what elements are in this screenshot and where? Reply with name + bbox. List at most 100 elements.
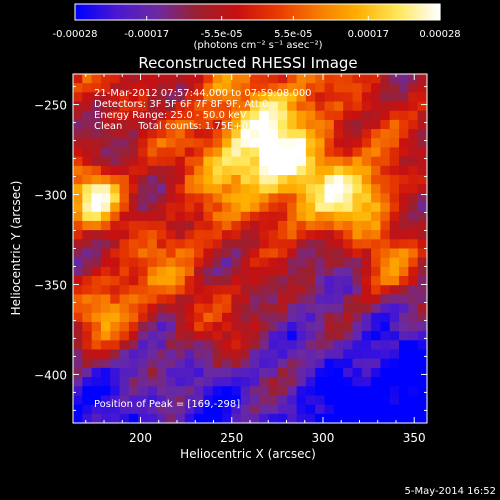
heatmap-cell [100, 257, 111, 268]
heatmap-cell [305, 248, 316, 259]
heatmap-cell [82, 413, 93, 424]
heatmap-cell [389, 386, 400, 396]
heatmap-cell [268, 331, 279, 341]
heatmap-cell [305, 367, 316, 378]
heatmap-cell [110, 193, 121, 204]
heatmap-cell [296, 276, 307, 286]
heatmap-cell [203, 165, 214, 176]
heatmap-cell [371, 413, 381, 424]
heatmap-cell [389, 220, 400, 231]
colorbar-tick-label: -0.00028 [53, 29, 98, 40]
heatmap-cell [259, 386, 270, 396]
heatmap-cell [399, 331, 409, 341]
heatmap-cell [147, 119, 158, 130]
heatmap-cell [399, 386, 409, 396]
heatmap-cell [212, 404, 223, 415]
heatmap-cell [128, 211, 139, 222]
colorbar-tick-label: 5.5e-05 [274, 29, 312, 40]
colorbar-segment [318, 4, 322, 20]
heatmap-cell [231, 83, 242, 93]
colorbar-segment [424, 4, 429, 20]
heatmap-cell [352, 74, 363, 84]
heatmap-cell [240, 276, 251, 286]
heatmap-cell [147, 377, 158, 387]
heatmap-cell [73, 340, 83, 351]
heatmap-cell [287, 377, 298, 387]
heatmap-cell [91, 175, 102, 185]
heatmap-cell [268, 367, 279, 378]
heatmap-cell [277, 404, 288, 415]
heatmap-cell [110, 358, 121, 369]
colorbar-segment [336, 4, 341, 20]
heatmap-cell [184, 386, 195, 396]
heatmap-cell [231, 74, 242, 84]
heatmap-cell [212, 119, 223, 130]
heatmap-cell [240, 349, 251, 360]
heatmap-cell [305, 395, 316, 406]
heatmap-cell [147, 248, 158, 259]
heatmap-cell [128, 303, 139, 314]
y-tick-label: −250 [34, 99, 67, 113]
heatmap-cell [138, 257, 149, 268]
heatmap-cell [296, 202, 307, 213]
heatmap-cell [119, 321, 130, 332]
heatmap-cell [417, 276, 428, 286]
heatmap-cell [91, 340, 102, 351]
heatmap-cell [305, 377, 316, 387]
heatmap-cell [240, 184, 251, 194]
heatmap-cell [212, 248, 223, 259]
heatmap-cell [277, 303, 288, 314]
heatmap-cell [166, 413, 176, 424]
heatmap-cell [194, 321, 204, 332]
heatmap-cell [203, 202, 214, 213]
heatmap-cell [277, 276, 288, 286]
heatmap-cell [175, 239, 186, 249]
heatmap-cell [231, 331, 242, 341]
heatmap-cell [361, 92, 372, 103]
heatmap-cell [268, 156, 279, 167]
heatmap-cell [408, 239, 419, 249]
colorbar-segment [117, 4, 122, 20]
heatmap-cell [371, 156, 381, 167]
colorbar-segment [348, 4, 353, 20]
heatmap-cell [119, 285, 130, 295]
heatmap-cell [408, 321, 419, 332]
colorbar-segment [148, 4, 152, 20]
heatmap-cell [250, 358, 260, 369]
heatmap-cell [222, 184, 232, 194]
heatmap-cell [259, 349, 270, 360]
heatmap-cell [315, 276, 326, 286]
heatmap-cell [380, 119, 391, 130]
heatmap-cell [147, 230, 158, 240]
heatmap-cell [305, 175, 316, 185]
heatmap-cell [259, 92, 270, 103]
heatmap-cell [240, 321, 251, 332]
heatmap-cell [343, 83, 353, 93]
heatmap-cell [110, 321, 121, 332]
heatmap-cell [175, 193, 186, 204]
heatmap-cell [408, 138, 419, 148]
heatmap-cell [128, 257, 139, 268]
heatmap-cell [82, 147, 93, 158]
annotation-energy: Energy Range: 25.0 - 50.0 keV [94, 110, 247, 121]
heatmap-cell [399, 193, 409, 204]
heatmap-cell [389, 340, 400, 351]
heatmap-cell [240, 211, 251, 222]
heatmap-cell [399, 340, 409, 351]
heatmap-cell [184, 110, 195, 121]
heatmap-cell [156, 239, 167, 249]
heatmap-cell [194, 184, 204, 194]
colorbar-segment [269, 4, 274, 20]
heatmap-cell [417, 266, 428, 277]
heatmap-cell [259, 74, 270, 84]
heatmap-cell [73, 175, 83, 185]
heatmap-cell [417, 156, 428, 167]
heatmap-cell [212, 220, 223, 231]
heatmap-cell [91, 83, 102, 93]
colorbar-segment [376, 4, 380, 20]
heatmap-cell [175, 276, 186, 286]
heatmap-cell [184, 331, 195, 341]
heatmap-cell [417, 230, 428, 240]
heatmap-cell [361, 83, 372, 93]
